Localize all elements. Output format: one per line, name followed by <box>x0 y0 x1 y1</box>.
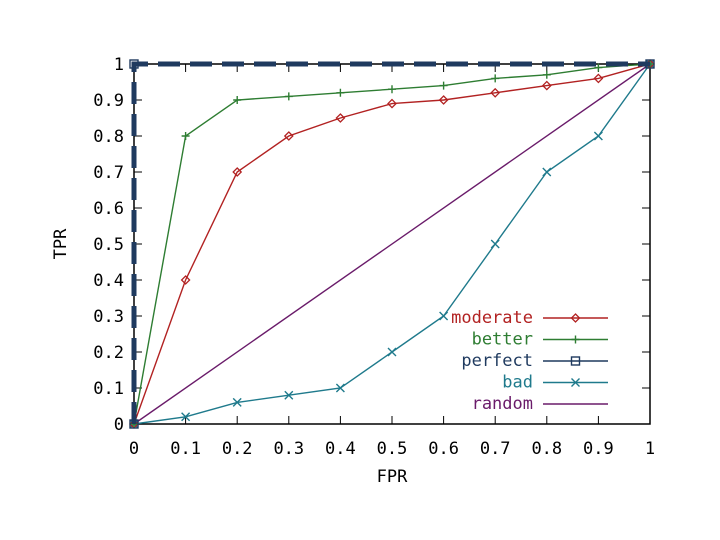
series-bad <box>129 59 655 429</box>
legend-label-bad: bad <box>502 373 533 393</box>
data-point-better <box>439 81 448 90</box>
data-point-better <box>233 96 242 104</box>
series-line-moderate <box>133 63 651 425</box>
data-point-better <box>388 85 396 94</box>
data-point-moderate <box>490 87 501 98</box>
legend-marker-bad <box>571 378 580 387</box>
x-tick-label: 1 <box>645 439 655 459</box>
legend-label-moderate: moderate <box>451 308 533 328</box>
x-tick-label: 0.6 <box>428 439 459 459</box>
data-point-moderate <box>232 167 243 177</box>
data-point-bad <box>335 383 345 393</box>
y-tick-label: 0.2 <box>93 343 124 363</box>
data-point-bad <box>387 347 397 357</box>
data-point-moderate <box>438 95 449 105</box>
y-tick-label: 0.6 <box>93 199 124 219</box>
y-tick-label: 0.3 <box>93 307 124 327</box>
series-line-random <box>133 63 651 425</box>
x-tick-label: 0.7 <box>480 439 511 459</box>
series-perfect <box>129 59 655 429</box>
data-point-better <box>542 70 551 79</box>
data-point-bad <box>284 390 294 400</box>
x-tick-label: 0.1 <box>170 439 201 459</box>
data-point-perfect <box>129 59 139 69</box>
legend-marker-moderate <box>570 313 581 323</box>
y-tick-label: 0.4 <box>93 271 124 291</box>
y-axis-label: TPR <box>51 228 71 259</box>
data-point-bad <box>542 167 552 177</box>
legend-marker-perfect <box>570 356 581 366</box>
legend-label-perfect: perfect <box>461 351 533 371</box>
y-tick-label: 0.8 <box>93 127 124 147</box>
legend-label-better: better <box>472 330 533 350</box>
y-tick-label: 0 <box>114 415 124 435</box>
legend-marker-better <box>571 335 580 344</box>
legend-label-random: random <box>472 394 533 414</box>
data-point-moderate <box>335 113 346 123</box>
x-axis-ticks: 0 0.1 0.2 0.3 0.4 0.5 0.6 0.7 0.8 0.9 1 <box>129 64 655 459</box>
data-point-perfect <box>645 59 655 69</box>
y-tick-label: 0.7 <box>93 163 124 183</box>
data-point-bad <box>439 311 449 321</box>
y-axis-ticks: 0 0.1 0.2 0.3 0.4 0.5 0.6 0.7 0.8 0.9 1 <box>93 55 650 435</box>
data-point-moderate <box>541 80 552 91</box>
data-point-bad <box>490 239 500 249</box>
data-point-moderate <box>180 275 191 285</box>
data-point-moderate <box>593 73 604 84</box>
data-point-perfect <box>129 419 139 429</box>
series-line-perfect <box>131 61 650 424</box>
x-tick-label: 0.2 <box>222 439 253 459</box>
x-axis-label: FPR <box>377 467 408 487</box>
data-point-bad <box>232 397 242 407</box>
data-point-better <box>336 88 345 97</box>
y-tick-label: 0.1 <box>93 379 124 399</box>
y-tick-label: 1 <box>114 55 124 75</box>
series-layer <box>129 59 655 429</box>
data-point-better <box>284 92 293 101</box>
data-point-bad <box>181 412 191 422</box>
data-point-better <box>491 74 500 83</box>
y-tick-label: 0.5 <box>93 235 124 255</box>
x-tick-label: 0.4 <box>325 439 356 459</box>
x-tick-label: 0.5 <box>377 439 408 459</box>
y-tick-label: 0.9 <box>93 91 124 111</box>
x-tick-label: 0.8 <box>531 439 562 459</box>
series-random <box>133 63 651 425</box>
data-point-moderate <box>387 98 397 109</box>
data-point-bad <box>593 131 603 141</box>
data-point-moderate <box>283 131 294 141</box>
x-tick-label: 0.9 <box>583 439 614 459</box>
series-moderate <box>129 59 655 429</box>
x-tick-label: 0 <box>129 439 139 459</box>
data-point-better <box>594 63 603 72</box>
data-point-better <box>181 132 190 140</box>
x-tick-label: 0.3 <box>273 439 304 459</box>
